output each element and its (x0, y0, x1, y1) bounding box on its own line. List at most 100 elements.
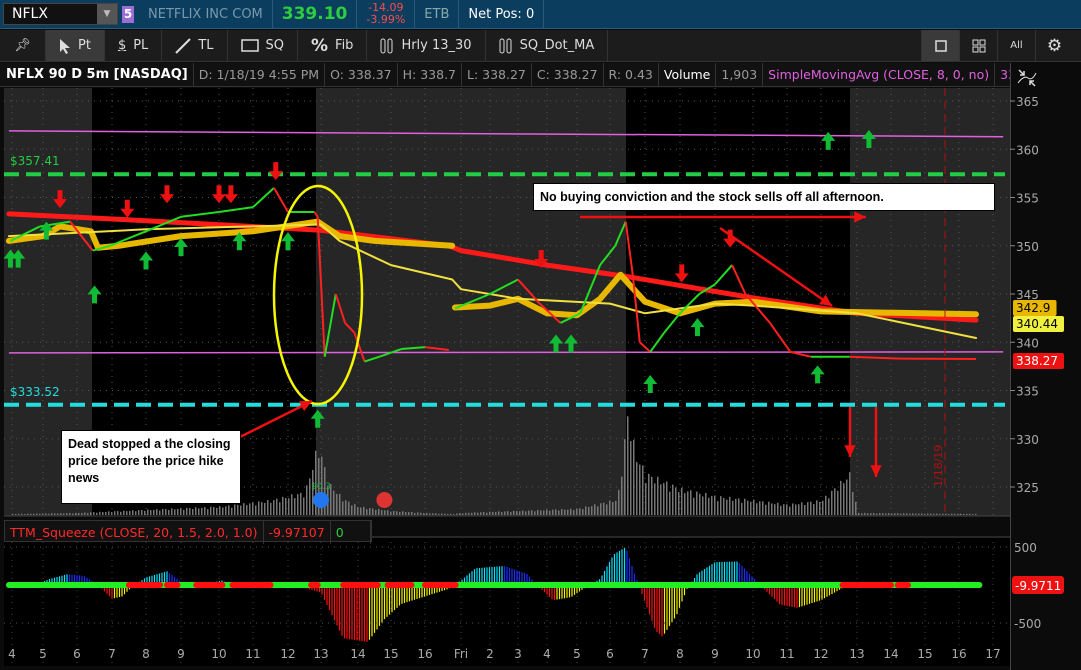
volume-bar (534, 511, 536, 515)
volume-bar (771, 503, 773, 515)
volume-bar (63, 513, 65, 515)
volume-bar (309, 478, 311, 515)
volume-bar (417, 512, 419, 515)
all-button[interactable]: All (997, 30, 1035, 61)
price-candle-segment (218, 206, 254, 213)
volume-bar (318, 458, 320, 515)
auto-scale-icon[interactable] (1016, 67, 1038, 89)
annotation-arrow (719, 226, 833, 308)
rectangle-tool-button[interactable]: SQ (228, 30, 298, 61)
volume-bar (450, 513, 452, 515)
volume-bar (69, 513, 71, 515)
volume-bar (540, 510, 542, 515)
volume-bar (201, 507, 203, 515)
study-hrly-button[interactable]: Hrly 13_30 (367, 30, 486, 61)
volume-bar (162, 509, 164, 515)
squeeze-alert: 0 (331, 521, 371, 544)
volume-bar (633, 439, 635, 515)
price-candle-segment (344, 322, 356, 334)
change-percent: -3.99% (366, 13, 406, 26)
single-layout-icon (934, 39, 947, 52)
volume-bar (498, 511, 500, 515)
volume-bar (159, 510, 161, 515)
study-sq-dot-ma-button[interactable]: SQ_Dot_MA (486, 30, 609, 61)
annotation-arrow-head (844, 445, 856, 457)
volume-bar (558, 510, 560, 515)
chevron-down-icon[interactable]: ▼ (97, 4, 117, 24)
link-group-badge[interactable]: 5 (122, 5, 134, 23)
volume-bar (948, 514, 950, 515)
change-value: -14.09 (368, 1, 404, 14)
expiration-label: 1/18/19 (932, 445, 945, 487)
volume-bar (180, 508, 182, 515)
squeeze-study-label[interactable]: TTM_Squeeze (CLOSE, 20, 1.5, 2.0, 1.0) (5, 521, 264, 544)
volume-bar (57, 513, 59, 515)
volume-bar (357, 506, 359, 515)
volume-bar (222, 507, 224, 515)
flask-icon (499, 38, 512, 53)
volume-bar (726, 499, 728, 515)
price-candle-segment (379, 348, 402, 358)
volume-bar (690, 490, 692, 515)
x-tick-label: 2 (486, 647, 494, 661)
x-tick-label: 7 (641, 647, 649, 661)
volume-bar (342, 501, 344, 515)
price-candle-segment (109, 230, 147, 247)
grid-layout-button[interactable] (959, 30, 997, 61)
price-candle-segment (539, 302, 562, 324)
bar-low: L: 338.27 (462, 63, 532, 86)
fibonacci-tool-button[interactable]: % Fib (298, 30, 368, 61)
pointer-tool-button[interactable]: Pt (46, 30, 105, 61)
sma-study-label[interactable]: SimpleMovingAvg (CLOSE, 8, 0, no) (763, 63, 996, 86)
price-candle-segment (69, 221, 94, 252)
all-icon: All (1010, 40, 1023, 51)
sell-arrow-icon (534, 249, 549, 268)
pointer-tool-label: Pt (78, 38, 91, 53)
volume-bar (546, 509, 548, 515)
settings-button[interactable]: ⚙ (1035, 30, 1073, 61)
price-label-yellow_ma: 340.44 (1016, 317, 1058, 331)
x-tick-label: 3 (514, 647, 522, 661)
y-tick-label: 330 (1016, 433, 1039, 447)
sma-horizontal-line (8, 130, 1004, 138)
volume-bar (153, 509, 155, 515)
annotation-afternoon[interactable]: No buying conviction and the stock sells… (533, 183, 995, 211)
volume-bar (918, 513, 920, 515)
chart-title[interactable]: NFLX 90 D 5m [NASDAQ] (0, 63, 194, 86)
price-level-tool-button[interactable]: $ PL (105, 30, 163, 61)
annotation-stop[interactable]: Dead stopped a the closing price before … (61, 430, 241, 504)
volume-bar (339, 493, 341, 515)
price-candle-segment (252, 187, 275, 208)
net-position: Net Pos: 0 (459, 0, 545, 29)
volume-bar (258, 501, 260, 515)
volume-bar (234, 504, 236, 515)
volume-bar (108, 511, 110, 515)
price-candle-segment (631, 274, 641, 343)
volume-bar (939, 513, 941, 515)
volume-bar (408, 512, 410, 515)
volume-bar (456, 513, 458, 515)
pin-button[interactable]: 📌︎ (0, 30, 46, 61)
volume-bar (663, 483, 665, 515)
volume-bar (15, 514, 17, 515)
single-layout-button[interactable] (921, 30, 959, 61)
buy-arrow-icon (310, 409, 325, 428)
volume-bar (72, 513, 74, 515)
x-tick-label: 10 (745, 647, 760, 661)
volume-bar (594, 504, 596, 515)
symbol-selector[interactable]: NFLX ▼ (3, 3, 118, 25)
price-candle-segment (273, 187, 289, 213)
volume-bar (366, 509, 368, 515)
x-tick-label: 7 (108, 647, 116, 661)
trendline-tool-button[interactable]: TL (162, 30, 228, 61)
volume-bar (315, 450, 317, 515)
volume-bar (543, 510, 545, 515)
volume-bar (126, 511, 128, 515)
volume-bar (219, 506, 221, 515)
price-candle-segment (313, 211, 319, 218)
buy-arrow-icon (690, 318, 705, 337)
volume-bar (783, 504, 785, 515)
price-candle-segment (424, 346, 449, 351)
volume-bar (255, 505, 257, 515)
